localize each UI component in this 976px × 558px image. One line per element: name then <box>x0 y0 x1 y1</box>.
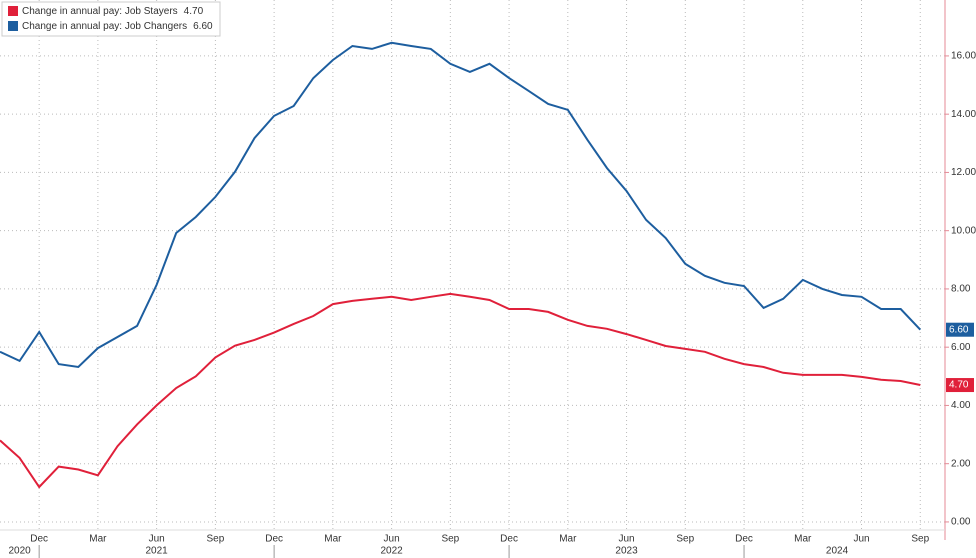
x-tick-label: Sep <box>441 534 459 545</box>
legend-value: 6.60 <box>193 21 213 32</box>
legend: Change in annual pay: Job Stayers 4.70Cha… <box>1 1 221 37</box>
y-tick-label: 14.00 <box>951 109 976 120</box>
x-tick-label: Mar <box>559 534 577 545</box>
x-tick-label: Mar <box>794 534 812 545</box>
legend-value: 4.70 <box>184 6 204 17</box>
y-tick-label: 12.00 <box>951 167 976 178</box>
x-tick-label: Dec <box>500 534 518 545</box>
x-tick-label: Sep <box>911 534 929 545</box>
end-label: 4.70 <box>949 380 969 391</box>
y-tick-label: 4.00 <box>951 400 971 411</box>
series-line <box>0 41 922 369</box>
legend-swatch <box>8 6 18 16</box>
x-tick-label: Jun <box>149 534 165 545</box>
y-tick-label: 8.00 <box>951 284 971 295</box>
x-tick-label: Sep <box>676 534 694 545</box>
x-tick-label: Dec <box>265 534 283 545</box>
x-tick-label: Jun <box>853 534 869 545</box>
end-label: 6.60 <box>949 324 969 335</box>
legend-label: Change in annual pay: Job Stayers 4.70 <box>22 6 204 17</box>
year-label: 2020 <box>8 546 31 557</box>
legend-box <box>1 1 221 37</box>
x-tick-label: Dec <box>30 534 48 545</box>
x-tick-label: Jun <box>618 534 634 545</box>
year-label: 2022 <box>380 546 403 557</box>
x-tick-label: Mar <box>89 534 107 545</box>
legend-swatch <box>8 21 18 31</box>
x-tick-label: Mar <box>324 534 342 545</box>
legend-name: Change in annual pay: Job Changers <box>22 21 187 32</box>
legend-label: Change in annual pay: Job Changers 6.60 <box>22 21 213 32</box>
y-tick-label: 2.00 <box>951 458 971 469</box>
legend-name: Change in annual pay: Job Stayers <box>22 6 178 17</box>
y-tick-label: 10.00 <box>951 225 976 236</box>
y-tick-label: 16.00 <box>951 51 976 62</box>
y-tick-label: 0.00 <box>951 517 971 528</box>
x-tick-label: Jun <box>384 534 400 545</box>
end-label-box <box>946 378 974 393</box>
series-line <box>0 292 921 489</box>
year-label: 2021 <box>146 546 169 557</box>
x-tick-label: Dec <box>735 534 753 545</box>
end-label-box <box>946 322 974 337</box>
y-tick-label: 6.00 <box>951 342 971 353</box>
x-tick-label: Sep <box>206 534 224 545</box>
year-label: 2023 <box>615 546 638 557</box>
year-label: 2024 <box>826 546 849 557</box>
